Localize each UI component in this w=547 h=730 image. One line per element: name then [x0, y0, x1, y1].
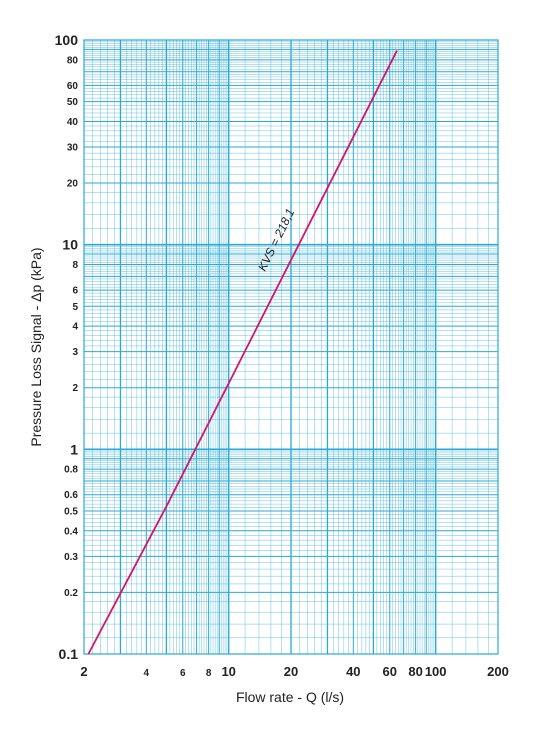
y-tick-label: 2	[72, 383, 78, 394]
y-tick-label: 0.6	[64, 490, 78, 501]
x-tick-label: 100	[425, 664, 447, 679]
y-tick-label: 5	[72, 302, 78, 313]
y-tick-label: 0.4	[64, 526, 78, 537]
x-tick-labels: 2 4 6 8 10 20 40 60 80 100 200	[80, 664, 508, 679]
y-tick-label: 50	[67, 97, 79, 108]
y-tick-label: 0.2	[64, 588, 78, 599]
y-tick-label: 1	[70, 441, 78, 457]
grid	[83, 39, 499, 655]
series-line-0	[87, 50, 398, 655]
y-tick-label: 60	[67, 81, 79, 92]
x-axis-label: Flow rate - Q (l/s)	[236, 689, 344, 705]
y-tick-label: 4	[72, 322, 78, 333]
y-tick-label: 100	[55, 32, 79, 48]
y-tick-label: 80	[67, 55, 79, 66]
y-tick-label: 30	[67, 143, 79, 154]
x-tick-label: 200	[487, 664, 509, 679]
x-tick-label: 6	[180, 668, 186, 679]
x-tick-label: 10	[221, 664, 235, 679]
y-tick-label: 40	[67, 117, 79, 128]
y-tick-label: 0.8	[64, 465, 78, 476]
y-tick-label: 10	[62, 237, 78, 253]
x-tick-label: 20	[284, 664, 298, 679]
series	[87, 50, 398, 655]
y-tick-label: 20	[67, 179, 79, 190]
x-tick-label: 8	[206, 668, 212, 679]
y-axis-label: Pressure Loss Signal - Δp (kPa)	[28, 247, 44, 446]
x-tick-label: 80	[408, 664, 422, 679]
x-tick-label: 60	[383, 664, 397, 679]
x-tick-label: 2	[80, 664, 87, 679]
y-tick-label: 6	[72, 286, 78, 297]
x-tick-label: 40	[346, 664, 360, 679]
y-tick-labels: 100 80 60 50 40 30 20 10 8 6 5 4 3 2 1 0.8 0.6 0.5 0.4 0.3 0…	[55, 32, 79, 662]
y-tick-label: 0.5	[64, 506, 78, 517]
x-tick-label: 4	[144, 668, 150, 679]
y-tick-label: 8	[72, 260, 78, 271]
y-tick-label: 0.3	[64, 552, 78, 563]
y-tick-label: 3	[72, 347, 78, 358]
y-tick-label: 0.1	[59, 646, 79, 662]
